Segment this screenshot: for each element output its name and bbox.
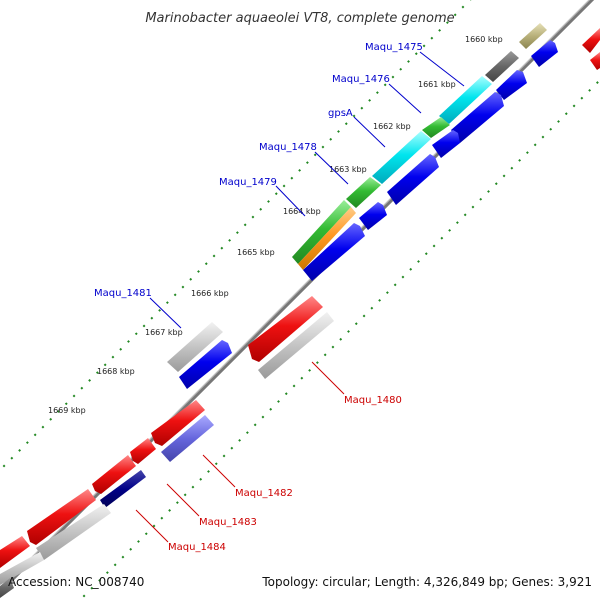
gene-feature[interactable]: [36, 504, 111, 560]
label-leaders: [135, 51, 465, 543]
gene-arrow-forward[interactable]: [451, 92, 504, 143]
tick-label: 1663 kbp: [329, 165, 367, 174]
tick-label: 1668 kbp: [97, 367, 135, 376]
gene-feature[interactable]: [519, 23, 547, 49]
gene-feature[interactable]: [372, 131, 431, 184]
gene-label[interactable]: Maqu_1483: [199, 517, 257, 528]
gene-label[interactable]: Maqu_1481: [94, 288, 152, 299]
gene-arrow-forward[interactable]: [359, 202, 387, 230]
gene-feature[interactable]: [0, 552, 44, 585]
gene-feature[interactable]: [292, 200, 351, 264]
gene-arrow-forward[interactable]: [531, 40, 558, 67]
gene-arrow-forward[interactable]: [496, 70, 527, 100]
gene-feature[interactable]: [439, 76, 492, 124]
gene-label[interactable]: Maqu_1476: [332, 74, 390, 85]
gene-arrow-forward[interactable]: [432, 130, 460, 158]
outer-tick-ring: [78, 78, 600, 600]
gene-arrow-forward[interactable]: [303, 223, 365, 281]
tick-label: 1664 kbp: [283, 207, 321, 216]
gene-feature[interactable]: [258, 312, 334, 379]
gene-labels: Maqu_1475 Maqu_1476 gpsA Maqu_1478 Maqu_…: [94, 42, 423, 553]
gene-label[interactable]: Maqu_1478: [259, 142, 317, 153]
inner-tick-ring: [0, 0, 472, 472]
gene-label[interactable]: gpsA: [328, 108, 353, 119]
tick-label: 1665 kbp: [237, 248, 275, 257]
tick-label: 1661 kbp: [418, 80, 456, 89]
tick-label: 1660 kbp: [465, 35, 503, 44]
reverse-strand-features: [0, 296, 334, 598]
gene-arrow-reverse[interactable]: [27, 489, 96, 545]
gene-arrow-reverse[interactable]: [151, 400, 205, 446]
gene-feature[interactable]: [0, 578, 14, 598]
gene-feature[interactable]: [422, 117, 450, 138]
gene-feature[interactable]: [485, 51, 519, 82]
gene-arrow-forward[interactable]: [387, 154, 439, 205]
gene-arrow-reverse[interactable]: [0, 536, 30, 568]
gene-arrow-reverse[interactable]: [248, 296, 323, 362]
gene-label[interactable]: Maqu_1482: [235, 488, 293, 499]
tick-label: 1667 kbp: [145, 328, 183, 337]
forward-strand-features: [167, 23, 600, 389]
gene-feature[interactable]: [346, 177, 381, 208]
gene-arrow-forward[interactable]: [179, 340, 232, 389]
map-title: Marinobacter aquaeolei VT8, complete gen…: [145, 11, 454, 26]
tick-labels: 1660 kbp 1661 kbp 1662 kbp 1663 kbp 1664…: [48, 35, 503, 415]
gene-feature[interactable]: [590, 52, 600, 70]
gene-feature[interactable]: [100, 470, 146, 508]
tick-label: 1662 kbp: [373, 122, 411, 131]
accession-text: Accession: NC_008740: [8, 575, 144, 589]
gene-feature[interactable]: [167, 322, 223, 372]
topology-summary-text: Topology: circular; Length: 4,326,849 bp…: [261, 575, 592, 589]
gene-arrow-reverse[interactable]: [92, 455, 136, 494]
gene-arrow-reverse[interactable]: [130, 438, 156, 464]
gene-feature[interactable]: [582, 28, 600, 53]
gene-label[interactable]: Maqu_1475: [365, 42, 423, 53]
tick-label: 1666 kbp: [191, 289, 229, 298]
gene-label[interactable]: Maqu_1480: [344, 395, 402, 406]
tick-label: 1669 kbp: [48, 406, 86, 415]
gene-label[interactable]: Maqu_1479: [219, 177, 277, 188]
gene-label[interactable]: Maqu_1484: [168, 542, 226, 553]
gene-feature[interactable]: [298, 207, 356, 270]
gene-feature[interactable]: [161, 415, 214, 462]
